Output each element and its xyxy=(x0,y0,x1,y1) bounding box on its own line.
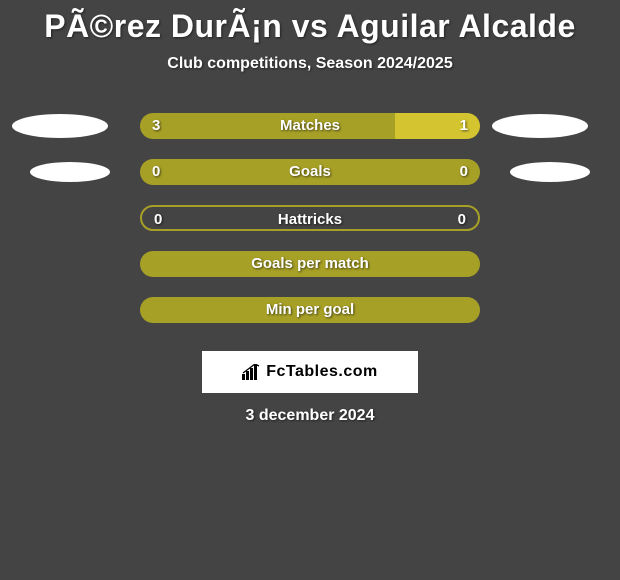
stat-row: Hattricks0 0 xyxy=(0,195,620,241)
logo-ellipse xyxy=(510,162,590,182)
stat-value-right: 0 xyxy=(458,207,466,231)
stat-bar: Goals00 xyxy=(140,159,480,185)
logo: FcTables.com xyxy=(242,363,378,381)
logo-box: FcTables.com xyxy=(202,351,418,393)
stat-bar: Min per goal xyxy=(140,297,480,323)
logo-ellipse xyxy=(492,114,588,138)
stat-bar: Goals per match xyxy=(140,251,480,277)
logo-ellipse xyxy=(12,114,108,138)
stat-bar-right xyxy=(395,113,480,139)
page-subtitle: Club competitions, Season 2024/2025 xyxy=(0,55,620,73)
stat-row: Matches31 xyxy=(0,103,620,149)
stat-row: Goals per match xyxy=(0,241,620,287)
stat-row: Min per goal xyxy=(0,287,620,333)
date-label: 3 december 2024 xyxy=(0,407,620,425)
stat-bar-left xyxy=(140,113,395,139)
stat-row: Goals00 xyxy=(0,149,620,195)
page-title: PÃ©rez DurÃ¡n vs Aguilar Alcalde xyxy=(0,8,620,45)
stat-bar: Matches31 xyxy=(140,113,480,139)
stat-bar-left xyxy=(140,159,480,185)
logo-ellipse xyxy=(30,162,110,182)
stat-value-left: 0 xyxy=(154,207,162,231)
stat-bar: Hattricks0 0 xyxy=(140,205,480,231)
stat-bar-left xyxy=(140,297,480,323)
stats-container: Matches31 Goals00 Hattricks0 0 Goals per mat… xyxy=(0,103,620,333)
stat-label: Hattricks xyxy=(142,207,478,231)
stat-bar-left xyxy=(140,251,480,277)
bar-chart-icon xyxy=(242,364,262,380)
logo-text: FcTables.com xyxy=(266,363,378,381)
